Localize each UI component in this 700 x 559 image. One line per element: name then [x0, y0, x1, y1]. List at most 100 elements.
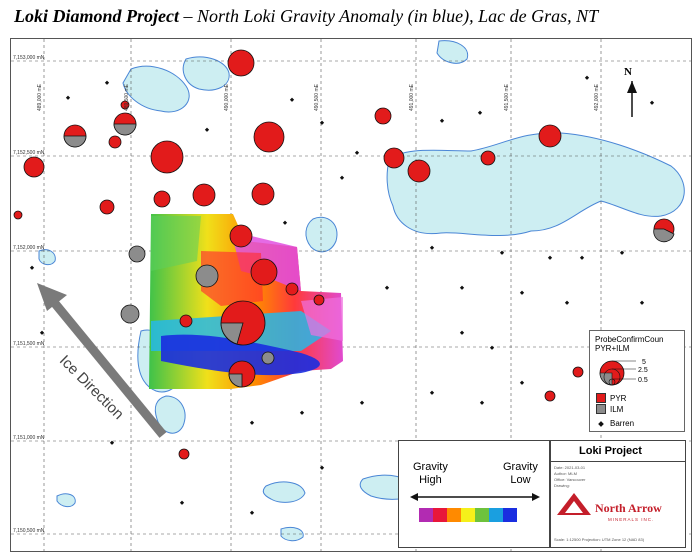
gravity-patch-blue — [161, 334, 320, 376]
lakes — [38, 40, 685, 542]
pyr-circle — [150, 140, 184, 174]
barren-point — [289, 97, 295, 102]
legend-size-0-5: 0.5 — [638, 377, 648, 384]
legend-size-2-5: 2.5 — [638, 367, 648, 374]
lake-south-west — [154, 395, 186, 434]
barren-point — [619, 250, 625, 255]
barren-point — [649, 100, 655, 105]
legend-title-line1: ProbeConfirmCoun — [595, 335, 664, 344]
barren-point — [429, 245, 435, 250]
pyr-circle — [250, 258, 278, 286]
pyr-circle — [178, 448, 190, 460]
ilm-circle — [261, 351, 275, 365]
pyr-circle — [253, 121, 285, 153]
title-block-row: Drawing: — [554, 483, 570, 488]
legend-barren-label: Barren — [610, 419, 635, 428]
barren-point — [477, 110, 483, 115]
grid-labels: 7,153,000 mN 7,152,500 mN 7,152,000 mN 7… — [13, 55, 600, 534]
pyr-circle — [538, 124, 562, 148]
barren-point — [299, 410, 305, 415]
pyr-circle — [179, 314, 193, 328]
lake-south-small — [56, 493, 76, 508]
barren-point — [39, 330, 45, 335]
barren-point — [519, 380, 525, 385]
pyr-circle — [383, 147, 405, 169]
barren-diamond-icon — [598, 420, 604, 427]
ilm-wedge — [63, 135, 87, 148]
ilm-wedge — [220, 322, 244, 345]
lake-north-west — [122, 65, 190, 113]
easting-label: 492,000 mE — [594, 83, 600, 111]
gravity-high-line2: High — [419, 474, 442, 486]
ilm-wedge — [228, 373, 243, 388]
gravity-patch-pink — [301, 297, 343, 341]
gravity-double-arrow — [410, 493, 540, 501]
barren-point — [249, 510, 255, 515]
barren-point — [639, 300, 645, 305]
barren-point — [429, 390, 435, 395]
title-block-row: Office: Vancouver — [554, 477, 586, 482]
barren-point — [282, 220, 288, 225]
barren-point — [584, 75, 590, 80]
pyr-circle — [13, 210, 23, 220]
north-arrow-logo-icon — [557, 493, 591, 515]
gravity-swatch — [461, 508, 475, 522]
gravity-swatch — [475, 508, 489, 522]
pyr-swatch — [596, 393, 606, 403]
ice-direction-arrow — [37, 283, 167, 438]
pyr-circle — [108, 135, 122, 149]
legend-title: ProbeConfirmCoun PYR+ILM — [595, 335, 663, 353]
pyr-circle — [480, 150, 496, 166]
title-block-project: Loki Project — [579, 445, 642, 457]
pyr-circle — [251, 182, 275, 206]
barren-point — [319, 465, 325, 470]
legend-pyr-row: PYR — [596, 393, 626, 403]
barren-point — [29, 265, 35, 270]
pyr-circle — [544, 390, 556, 402]
barren-point — [179, 500, 185, 505]
pyr-circle — [23, 156, 45, 178]
easting-label: 489,500 mE — [124, 83, 130, 111]
barren-point — [249, 420, 255, 425]
barren-point — [65, 95, 71, 100]
gravity-high-line1: Gravity — [413, 461, 448, 473]
barren-point — [519, 290, 525, 295]
pyr-circle — [374, 107, 392, 125]
probe-legend: ProbeConfirmCoun PYR+ILM 5 2.5 0.5 PYR I… — [589, 330, 685, 432]
lake-south-mid — [262, 481, 306, 503]
pyr-circle — [153, 190, 171, 208]
ilm-wedge — [653, 228, 675, 243]
barren-point — [354, 150, 360, 155]
barren-point — [439, 118, 445, 123]
north-label: N — [624, 66, 632, 78]
barren-point — [339, 175, 345, 180]
title-block-row: Scale: 1:12500 Projection: UTM Zone 12 (… — [554, 537, 645, 542]
gravity-swatch — [447, 508, 461, 522]
northing-label: 7,153,000 mN — [13, 55, 45, 61]
pyr-circle — [407, 159, 431, 183]
ilm-wedge — [113, 123, 137, 136]
legend-pyr-label: PYR — [610, 393, 627, 403]
ilm-circle — [120, 304, 140, 324]
barren-point — [547, 255, 553, 260]
title-block-row: Date: 2021-03-01 — [554, 465, 586, 470]
barren-point — [489, 345, 495, 350]
gravity-color-ramp — [419, 508, 517, 522]
northing-label: 7,152,000 mN — [13, 245, 45, 251]
gravity-swatch — [489, 508, 503, 522]
pyr-circle — [192, 183, 216, 207]
barren-point — [384, 285, 390, 290]
gravity-swatch — [433, 508, 447, 522]
ilm-swatch — [596, 404, 606, 414]
barren-points — [29, 75, 655, 535]
gravity-low-line1: Gravity — [503, 461, 538, 473]
pyr-circle — [285, 282, 299, 296]
pyr-circle — [227, 49, 255, 77]
gravity-legend: Gravity High Gravity Low — [398, 440, 550, 548]
northing-label: 7,152,500 mN — [13, 150, 45, 156]
lake-inlet — [305, 216, 338, 253]
barren-point — [459, 330, 465, 335]
legend-ilm-row: ILM — [596, 404, 623, 414]
company-logo-text: North Arrow — [595, 501, 662, 515]
lake-north-mid — [182, 56, 230, 91]
